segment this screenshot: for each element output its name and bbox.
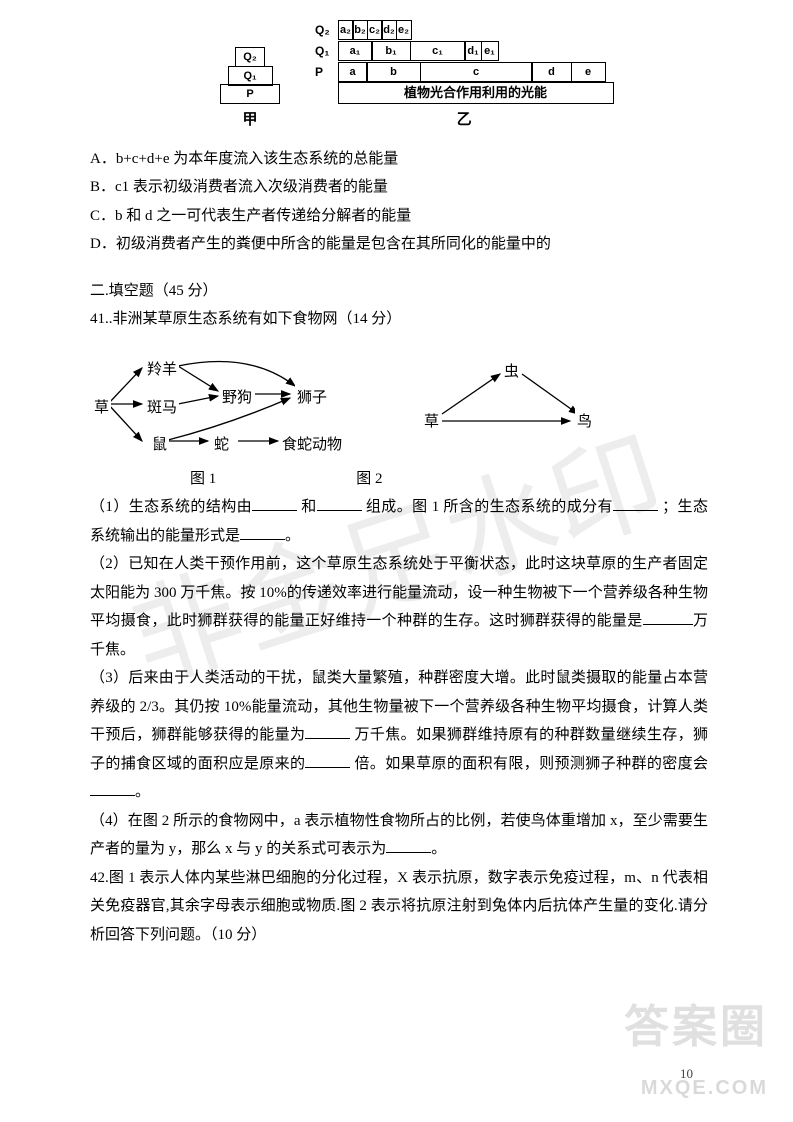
q41-p4: （4）在图 2 所示的食物网中，a 表示植物性食物所占的比例，若使鸟体重增加 x…	[90, 807, 708, 864]
fw1-cao: 草	[92, 394, 111, 423]
yi-p-b: b	[366, 62, 421, 82]
fw1-banma: 斑马	[145, 394, 179, 423]
q41-p1-e: 。	[285, 528, 300, 544]
jia-q2: Q₂	[235, 47, 265, 67]
option-c: C．b 和 d 之一可代表生产者传递给分解者的能量	[90, 202, 708, 231]
jia-label: 甲	[242, 106, 257, 135]
blank	[305, 767, 350, 768]
jia-p: P	[220, 84, 280, 104]
yi-p-e: e	[571, 62, 606, 82]
blank	[305, 738, 350, 739]
diagram-jia: Q₂ Q₁ P 甲	[220, 49, 280, 135]
watermark-corner-sub: MXQE.COM	[624, 1069, 768, 1107]
figure-labels: 图 1 图 2	[190, 465, 708, 494]
yi-q1-e1: e₁	[481, 41, 499, 61]
yi-p-row: P a b c d e	[315, 61, 614, 84]
diagram-yi: Q₂ a₂ b₂ c₂ d₂ e₂ Q₁ a₁ b₁ c₁ d₁ e₁	[315, 20, 614, 135]
fw2-niao: 鸟	[575, 408, 594, 437]
yi-q1-a1: a₁	[338, 41, 373, 61]
yi-q1-label: Q₁	[315, 40, 339, 63]
fw1-shizi: 狮子	[295, 384, 329, 413]
q42-stem: 42.图 1 表示人体内某些淋巴细胞的分化过程，X 表示抗原，数字表示免疫过程，…	[90, 864, 708, 950]
yi-label: 乙	[315, 106, 614, 135]
fw1-shishe: 食蛇动物	[280, 431, 344, 460]
yi-q1-row: Q₁ a₁ b₁ c₁ d₁ e₁	[315, 40, 614, 63]
q41-p2: （2）已知在人类干预作用前，这个草原生态系统处于平衡状态，此时这块草原的生产者固…	[90, 550, 708, 664]
yi-q2-e2: e₂	[396, 20, 412, 40]
energy-diagram: Q₂ Q₁ P 甲 Q₂ a₂ b₂ c₂ d₂ e₂ Q₁ a₁ b₁	[220, 20, 708, 135]
yi-p-a: a	[338, 62, 368, 82]
yi-q2-label: Q₂	[315, 19, 339, 42]
fig1-label: 图 1	[190, 465, 216, 494]
yi-q1-d1: d₁	[464, 41, 482, 61]
yi-caption: 植物光合作用利用的光能	[338, 82, 614, 104]
page-content: Q₂ Q₁ P 甲 Q₂ a₂ b₂ c₂ d₂ e₂ Q₁ a₁ b₁	[90, 20, 708, 949]
food-web-1: 草 羚羊 斑马 鼠 野狗 蛇 狮子 食蛇动物	[90, 346, 370, 461]
page-number: 10	[680, 1062, 693, 1087]
q41-p1-a: （1）生态系统的结构由	[90, 499, 252, 515]
q41-p1-b: 和	[301, 499, 316, 515]
blank	[386, 852, 431, 853]
blank	[240, 539, 285, 540]
yi-q2-row: Q₂ a₂ b₂ c₂ d₂ e₂	[315, 19, 614, 42]
watermark-corner: 答案圈 MXQE.COM	[624, 984, 768, 1108]
yi-p-d: d	[531, 62, 572, 82]
blank	[613, 510, 658, 511]
fw2-chong: 虫	[502, 358, 521, 387]
fw1-she: 蛇	[212, 431, 231, 460]
jia-q1: Q₁	[228, 66, 273, 86]
fw1-yegou: 野狗	[220, 384, 254, 413]
fw1-lingyang: 羚羊	[145, 356, 179, 385]
option-a: A．b+c+d+e 为本年度流入该生态系统的总能量	[90, 145, 708, 174]
fig2-label: 图 2	[356, 465, 382, 494]
q41-p1-c: 组成。图 1 所含的生态系统的成分有	[366, 499, 613, 515]
blank	[90, 795, 135, 796]
q41-p2-a: （2）已知在人类干预作用前，这个草原生态系统处于平衡状态，此时这块草原的生产者固…	[90, 556, 708, 629]
q41-p4-b: 。	[431, 841, 446, 857]
q41-p4-a: （4）在图 2 所示的食物网中，a 表示植物性食物所占的比例，若使鸟体重增加 x…	[90, 813, 708, 858]
yi-q1-b1: b₁	[371, 41, 411, 61]
q41-p1: （1）生态系统的结构由 和 组成。图 1 所含的生态系统的成分有 ；生态系统输出…	[90, 493, 708, 550]
yi-p-c: c	[420, 62, 533, 82]
q41-stem: 41..非洲某草原生态系统有如下食物网（14 分）	[90, 305, 708, 334]
yi-q1-c1: c₁	[410, 41, 466, 61]
blank	[317, 510, 362, 511]
food-web-2: 草 虫 鸟	[420, 346, 610, 461]
q41-p3-c: 倍。如果草原的面积有限，则预测狮子种群的密度会	[355, 756, 708, 772]
blank	[643, 624, 693, 625]
food-web-container: 草 羚羊 斑马 鼠 野狗 蛇 狮子 食蛇动物 草 虫 鸟	[90, 346, 708, 461]
section-2-title: 二.填空题（45 分）	[90, 277, 708, 306]
q41-p3: （3）后来由于人类活动的干扰，鼠类大量繁殖，种群密度大增。此时鼠类摄取的能量占本…	[90, 664, 708, 807]
option-d: D．初级消费者产生的粪便中所含的能量是包含在其所同化的能量中的	[90, 230, 708, 259]
watermark-corner-text: 答案圈	[624, 1001, 768, 1052]
fw2-cao: 草	[422, 408, 441, 437]
blank	[252, 510, 297, 511]
q41-p3-d: 。	[135, 784, 150, 800]
fw1-shu: 鼠	[150, 431, 169, 460]
yi-p-label: P	[315, 61, 339, 84]
option-b: B．c1 表示初级消费者流入次级消费者的能量	[90, 173, 708, 202]
